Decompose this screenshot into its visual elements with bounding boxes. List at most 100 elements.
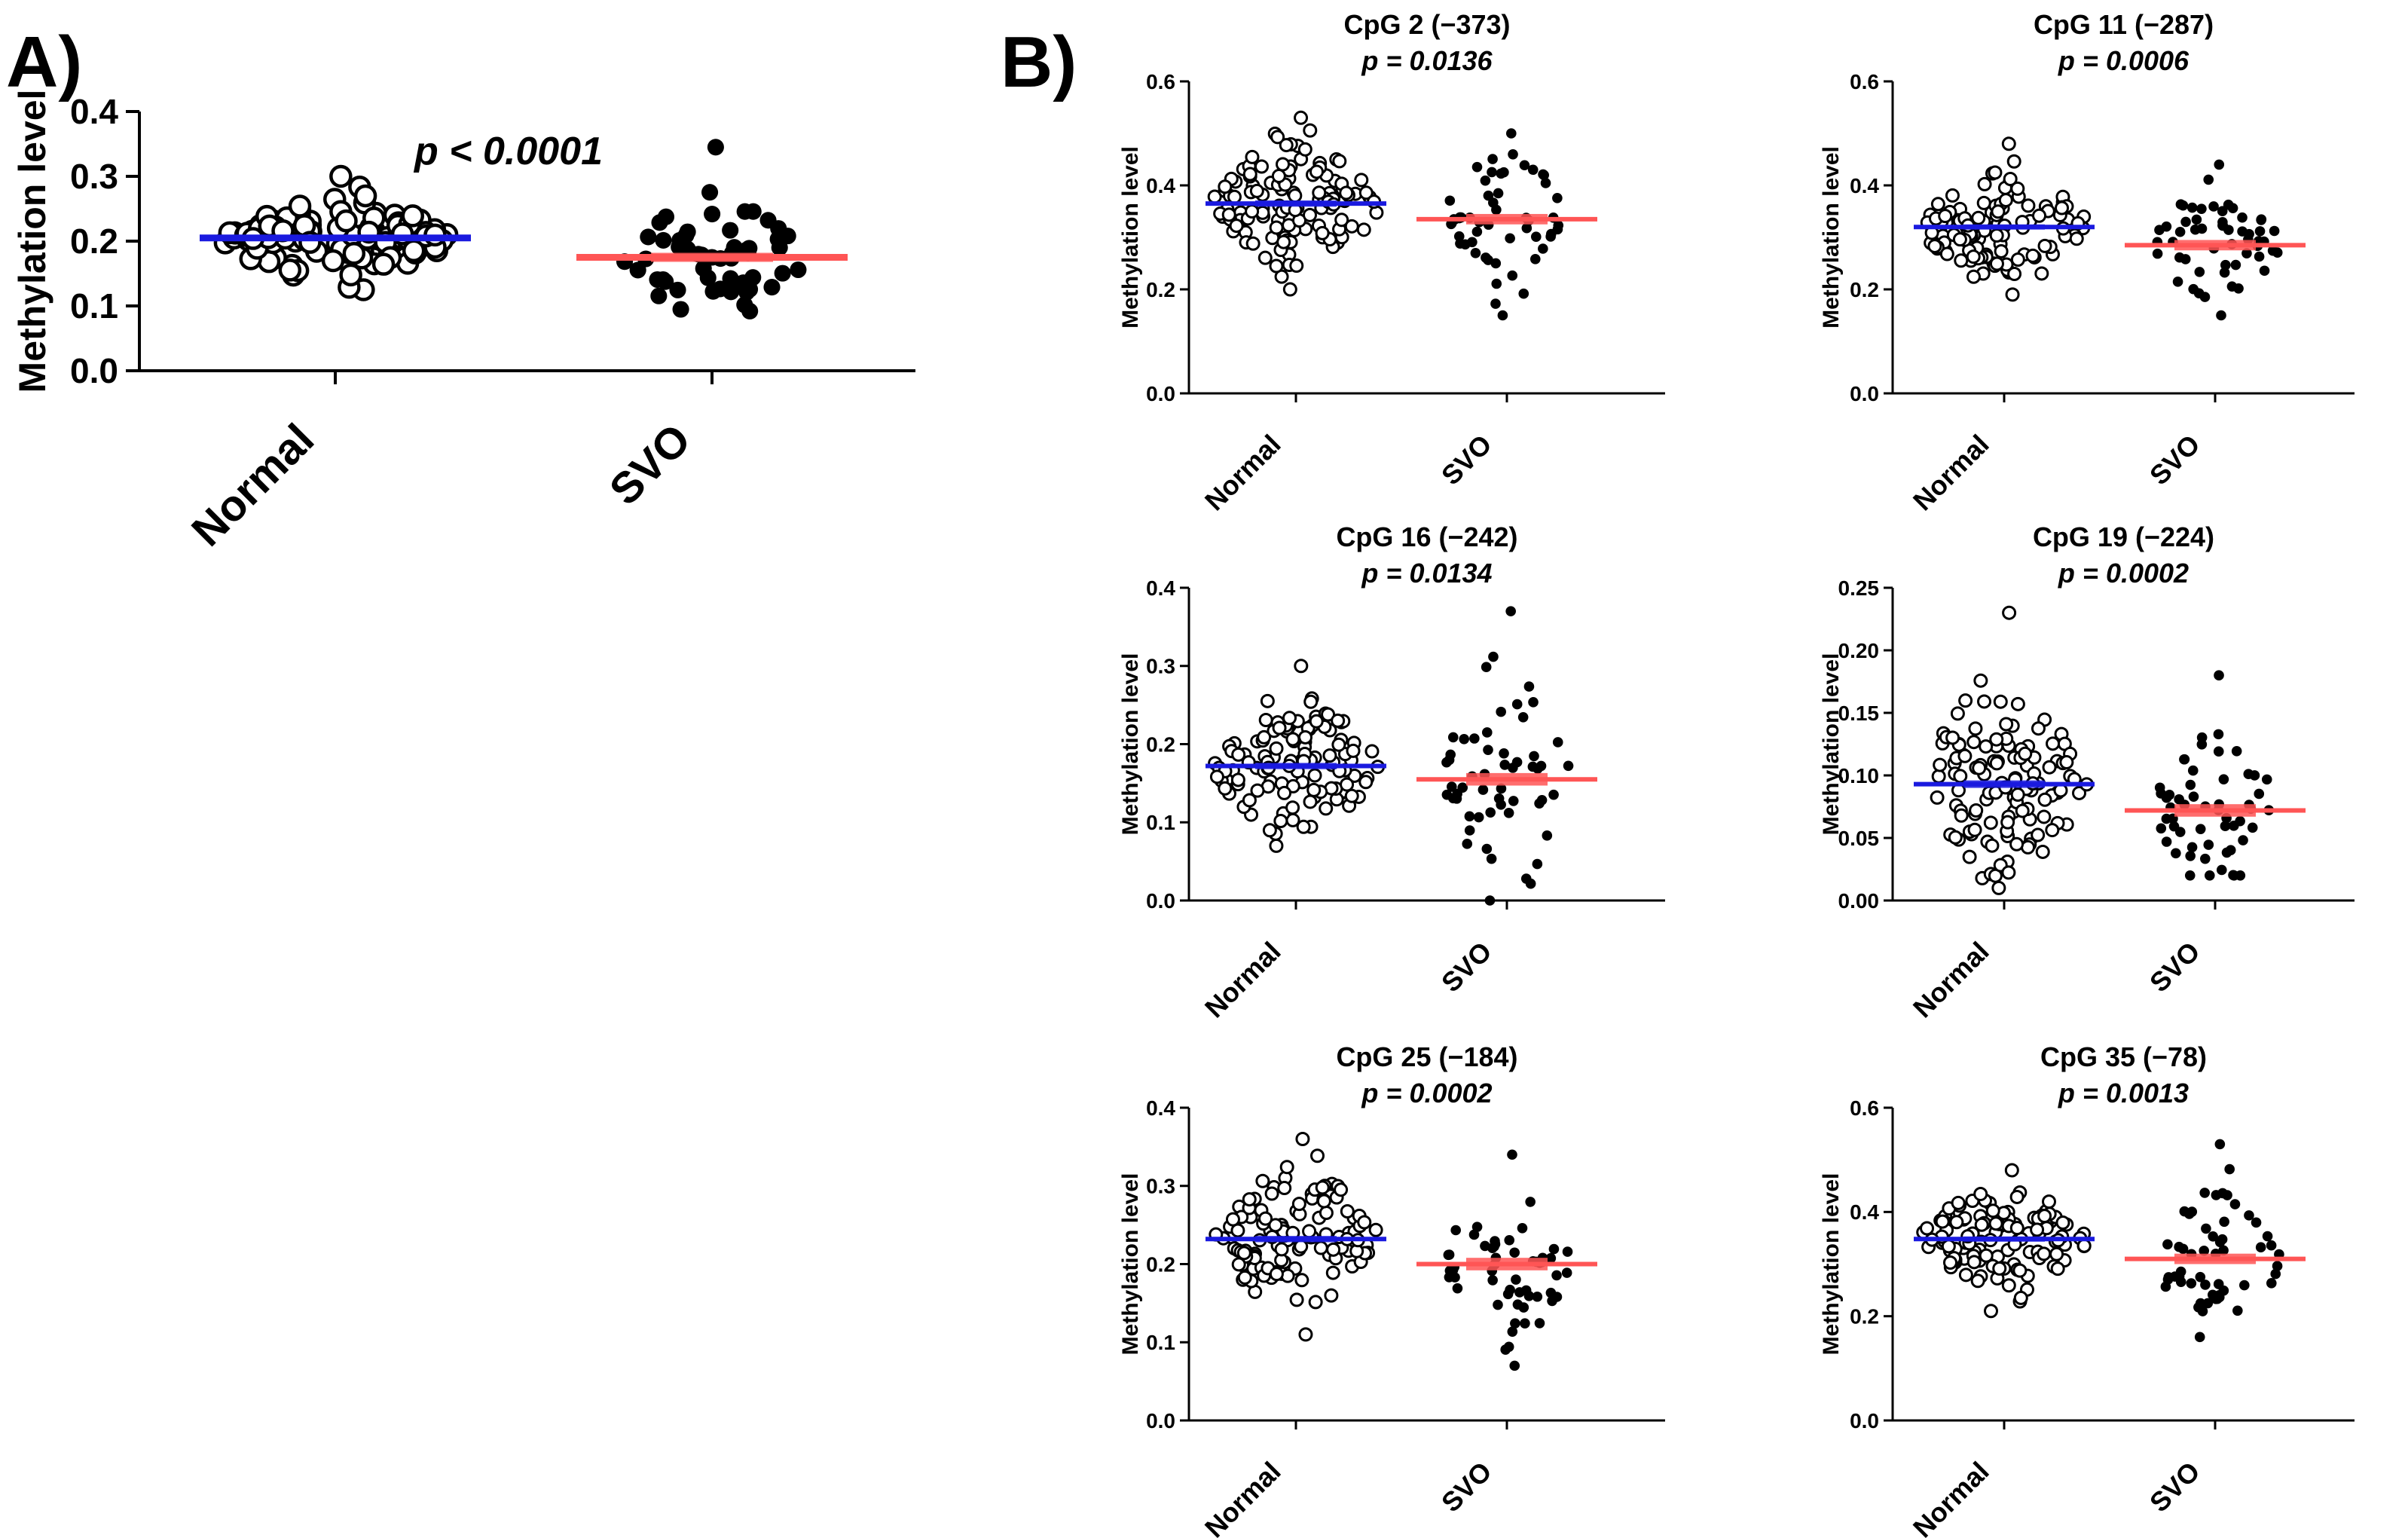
data-point <box>1966 735 1982 750</box>
data-point <box>1505 1284 1515 1295</box>
data-point <box>2213 1279 2224 1289</box>
data-point <box>2254 251 2265 262</box>
data-point <box>2185 779 2196 790</box>
data-point <box>1209 769 1224 784</box>
data-point <box>2195 1271 2206 1283</box>
data-point <box>2229 870 2239 881</box>
data-point <box>1288 188 1303 203</box>
data-point <box>2199 292 2211 302</box>
data-point <box>1948 830 1963 845</box>
data-point <box>736 296 753 313</box>
y-tick-label: 0.00 <box>1838 889 1880 913</box>
data-point <box>1967 822 1982 837</box>
data-point <box>2012 1263 2028 1278</box>
data-point <box>790 261 807 279</box>
data-point <box>2256 214 2267 225</box>
data-point <box>1945 188 1960 203</box>
x-category-label: Normal <box>1907 429 1995 517</box>
data-point <box>2203 839 2214 850</box>
data-point <box>1321 707 1336 722</box>
data-point <box>672 301 689 318</box>
data-point <box>704 283 722 300</box>
data-point <box>2217 206 2228 217</box>
data-point <box>1930 790 1945 805</box>
data-point <box>2002 605 2017 620</box>
data-point <box>2032 208 2047 223</box>
data-point <box>1491 204 1502 216</box>
data-point <box>1302 1224 1317 1239</box>
data-point <box>1983 1304 1998 1319</box>
data-point <box>1551 1270 1562 1281</box>
data-point <box>2214 1139 2226 1150</box>
data-point <box>2208 1231 2218 1242</box>
data-point <box>2201 1223 2211 1234</box>
data-point <box>2001 865 2016 880</box>
y-tick-label: 0.2 <box>1146 1252 1175 1276</box>
data-point <box>1511 699 1523 710</box>
data-point <box>2174 827 2186 837</box>
y-axis-label: Methylation level <box>1118 1173 1143 1356</box>
data-point <box>779 228 796 245</box>
data-point <box>2174 252 2185 263</box>
data-point <box>1471 1222 1483 1232</box>
data-point <box>1534 1318 1545 1329</box>
data-point <box>2042 760 2057 775</box>
data-point <box>1968 721 1983 736</box>
data-point <box>2267 245 2278 256</box>
data-point <box>2076 1238 2092 1253</box>
data-point <box>2009 1189 2024 1204</box>
data-point <box>1444 195 1456 206</box>
data-point <box>1988 1216 2003 1231</box>
data-point <box>1269 838 1284 853</box>
data-point <box>1538 169 1548 180</box>
data-point <box>1529 254 1541 264</box>
data-point <box>2180 216 2191 228</box>
data-point <box>1938 209 1953 224</box>
data-point <box>1490 258 1502 269</box>
data-point <box>2164 789 2175 800</box>
data-point <box>2050 1261 2065 1277</box>
data-point <box>1966 249 1981 264</box>
data-point <box>2188 283 2199 295</box>
panel-label-a: A) <box>6 22 82 102</box>
x-category-label: Normal <box>1199 936 1287 1024</box>
data-point <box>1245 236 1261 251</box>
data-point <box>1954 253 1969 268</box>
data-point <box>1930 197 1945 212</box>
p-value: p = 0.0002 <box>2058 558 2189 589</box>
data-point <box>1989 256 2004 271</box>
data-point <box>1325 1265 1340 1280</box>
data-point <box>1295 1132 1310 1146</box>
chart-B4: CpG 19 (−224) p = 0.0002 0.00 0.05 0.10 0.15 0… <box>1819 521 2355 1023</box>
data-point <box>2177 200 2189 211</box>
data-point <box>2213 729 2224 740</box>
data-point <box>1236 1246 1251 1261</box>
x-category-label: SVO <box>2144 1456 2206 1518</box>
data-point <box>1303 207 1318 222</box>
data-point <box>1285 800 1300 815</box>
y-tick-label: 0.25 <box>1838 576 1880 600</box>
data-point <box>2059 755 2074 770</box>
data-point <box>2270 1268 2281 1280</box>
data-point <box>699 269 717 286</box>
data-point <box>1344 788 1359 803</box>
x-category-label: Normal <box>182 414 323 555</box>
data-point <box>2266 1278 2277 1289</box>
data-point <box>1307 768 1322 783</box>
data-point <box>2194 267 2205 277</box>
data-point <box>1258 713 1273 728</box>
data-point <box>2018 746 2033 761</box>
data-point <box>1276 234 1291 249</box>
data-point <box>2055 200 2070 216</box>
data-point <box>2232 1305 2243 1316</box>
series-normal <box>1914 1163 2095 1319</box>
data-point <box>1308 1295 1323 1310</box>
series-svo <box>2125 670 2306 881</box>
data-point <box>1255 1173 1270 1188</box>
data-point <box>1973 673 1988 688</box>
data-point <box>1257 729 1272 745</box>
data-point <box>2154 782 2165 793</box>
data-point <box>1548 789 1559 800</box>
data-point <box>2231 746 2242 757</box>
data-point <box>2009 836 2024 852</box>
